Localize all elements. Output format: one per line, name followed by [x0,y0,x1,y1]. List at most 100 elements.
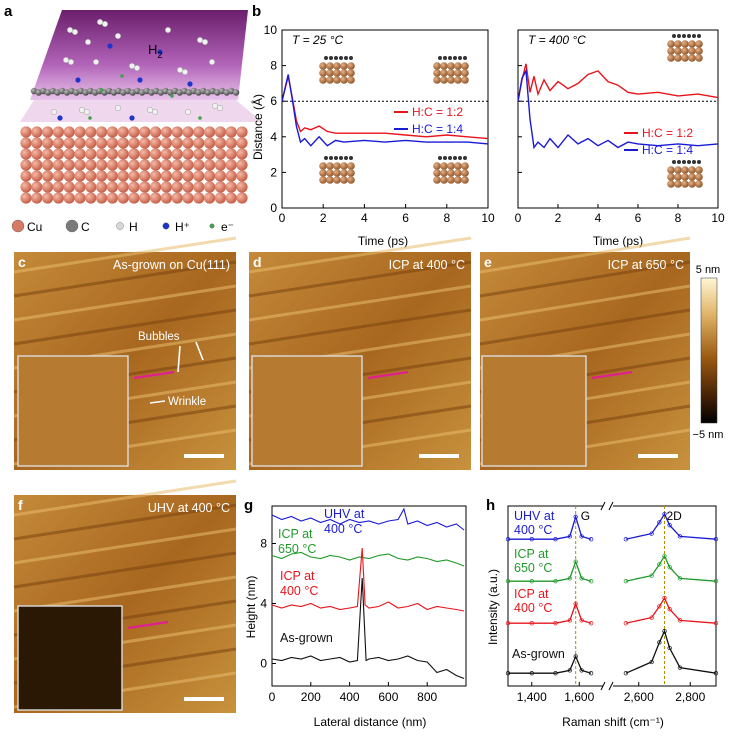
raman-point [623,579,629,584]
cu-atom [214,159,226,171]
raman-point [588,621,594,626]
cu-atom [150,192,162,204]
profile-line [133,370,175,380]
panel-label-d: d [253,254,262,270]
raman-point [713,537,719,542]
c-atom [677,34,681,38]
b-ylabel: Distance (Å) [250,94,265,160]
panel-b: b 0 2 4 6 8 10 0 2 4 6 8 10 T = 25 °C H:C = 1:2 H:C = … [250,3,725,248]
cu-atom [160,170,172,182]
y-tick-label: 10 [264,23,278,37]
cu-atom [128,126,140,138]
raman-point [529,671,534,676]
cu-atom [688,40,696,48]
c-atom [687,34,691,38]
cu-atom [117,181,129,193]
cu-atom [160,126,172,138]
cu-atom [236,126,248,138]
cu-atom [139,126,151,138]
afm-inset [481,355,587,467]
legend-label: H⁺ [175,220,190,234]
c-atom [339,56,343,60]
cu-atom [193,192,205,204]
cu-atom [31,181,43,193]
cu-atom [681,173,689,181]
cu-atom [128,137,140,149]
cu-atom [695,173,703,181]
cu-atom [63,192,75,204]
cu-atom [106,192,118,204]
cu-atom [31,159,43,171]
raman-point [505,537,511,542]
cu-atom [340,69,348,77]
copper-substrate [20,126,248,204]
cu-atom [695,180,703,188]
cu-atom [193,181,205,193]
cu-atom [128,159,140,171]
cu-atom [447,162,455,170]
cu-atom [106,159,118,171]
cu-atom [333,162,341,170]
cu-atom [52,170,64,182]
cu-atom [171,181,183,193]
cu-atom [160,159,172,171]
cu-atom [440,76,448,84]
cu-atom [74,170,86,182]
raman-spectrum [508,514,592,540]
plot-b-400c: 0 2 4 6 8 10 T = 400 °C H:C = 1:2 H:C = 1:4 [515,29,725,225]
electron [100,88,104,92]
cu-atom [340,176,348,184]
x-tick-label: 0 [515,211,522,225]
cu-atom [319,169,327,177]
afm-inset [17,355,129,467]
cu-atom [20,192,32,204]
cu-atom [20,137,32,149]
raman-point [529,579,534,584]
cu-atom [236,137,248,149]
cu-atom [667,180,675,188]
cu-atom [20,148,32,160]
cu-atom [42,192,54,204]
terrace-step [248,284,472,322]
raman-point [567,534,572,539]
cu-atom [461,169,469,177]
raman-point [657,604,662,609]
cu-atom [139,159,151,171]
cu-atom [674,54,682,62]
cu-atom [171,170,183,182]
cu-atom [214,170,226,182]
c-atom [458,156,462,160]
series-line [517,63,719,102]
cu-atom [42,181,54,193]
scale-bar [184,697,224,701]
g-xlabel: Lateral distance (nm) [314,715,427,729]
h-atom [201,39,208,46]
h-atom [146,106,153,113]
x-tick-label: 4 [361,211,368,225]
curve-label: 400 °C [514,601,552,615]
raman-point [667,523,672,528]
cu-atom [340,169,348,177]
curve-label: 650 °C [514,561,552,575]
cu-atom [674,47,682,55]
cu-atom [85,148,97,160]
cu-atom [688,47,696,55]
cu-atom [454,162,462,170]
x-tick-label: 6 [635,211,642,225]
raman-point [573,601,578,606]
c-atom [453,56,457,60]
curve-label: ICP at [514,587,549,601]
cu-atom [42,148,54,160]
afm-title: ICP at 400 °C [389,258,465,272]
raman-point [677,576,683,581]
cu-atom [117,159,129,171]
raman-point [623,671,629,676]
h-atom [216,104,223,111]
cu-atom [347,176,355,184]
raman-point [573,654,578,659]
y-tick-label: 8 [270,59,277,73]
c-atom [448,156,452,160]
h-atom [96,19,103,26]
curve-label: As-grown [512,647,565,661]
